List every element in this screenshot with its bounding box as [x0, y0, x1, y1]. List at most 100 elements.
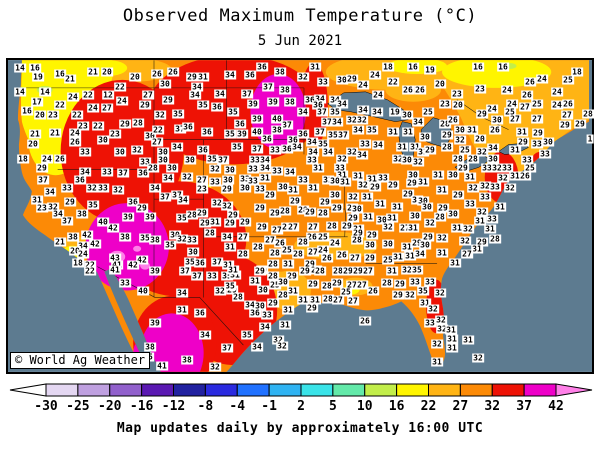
- station-temp-label: 29: [347, 213, 359, 223]
- station-temp-label: 29: [267, 298, 279, 308]
- station-temp-label: 28: [186, 210, 198, 220]
- station-temp-label: 33: [247, 176, 259, 186]
- station-temp-label: 35: [224, 281, 236, 291]
- station-temp-label: 43: [109, 253, 121, 263]
- station-temp-label: 27: [519, 102, 531, 112]
- station-temp-label: 30: [257, 285, 269, 295]
- station-temp-label: 29: [441, 130, 453, 140]
- station-temp-label: 16: [54, 69, 66, 79]
- station-temp-label: 31: [374, 199, 386, 209]
- colorbar-segment: [141, 383, 174, 397]
- station-temp-label: 28: [467, 154, 479, 164]
- station-temp-label: 30: [409, 211, 421, 221]
- station-temp-label: 31: [339, 177, 351, 187]
- station-temp-label: 40: [271, 114, 283, 124]
- station-temp-label: 33: [501, 163, 513, 173]
- station-temp-label: 22: [71, 110, 83, 120]
- station-temp-label: 24: [357, 80, 369, 90]
- station-temp-label: 36: [287, 135, 299, 145]
- station-temp-label: 32: [272, 335, 284, 345]
- station-temp-label: 23: [451, 89, 463, 99]
- temp-region-magenta-mexico: [140, 313, 204, 372]
- station-temp-label: 29: [162, 95, 174, 105]
- station-temp-label: 33: [486, 214, 498, 224]
- station-temp-label: 29: [221, 184, 233, 194]
- station-temp-label: 34: [224, 70, 236, 80]
- station-temp-label: 31: [282, 305, 294, 315]
- station-temp-label: 31: [404, 251, 416, 261]
- station-temp-label: 32: [357, 180, 369, 190]
- station-temp-label: 29: [452, 190, 464, 200]
- station-temp-label: 29: [346, 74, 358, 84]
- station-temp-label: 25: [382, 255, 394, 265]
- station-temp-label: 30: [447, 209, 459, 219]
- station-temp-label: 32: [209, 164, 221, 174]
- station-temp-label: 29: [239, 217, 251, 227]
- station-temp-label: 31: [336, 170, 348, 180]
- station-temp-label: 30: [239, 183, 251, 193]
- station-temp-label: 28: [281, 222, 293, 232]
- station-temp-label: 33: [297, 175, 309, 185]
- station-temp-label: 28: [351, 235, 363, 245]
- station-temp-label: 20: [129, 72, 141, 82]
- station-temp-label: 26: [69, 137, 81, 147]
- station-temp-label: 18: [382, 62, 394, 72]
- station-temp-label: 33: [306, 155, 318, 165]
- station-temp-label: 34: [221, 232, 233, 242]
- station-temp-label: 33: [521, 155, 533, 165]
- station-temp-label: 28: [252, 242, 264, 252]
- station-temp-label: 37: [171, 190, 183, 200]
- station-temp-label: 35: [164, 240, 176, 250]
- station-temp-label: 31: [309, 295, 321, 305]
- station-temp-label: 32: [476, 147, 488, 157]
- station-temp-label: 30: [254, 301, 266, 311]
- station-temp-label: 31: [471, 244, 483, 254]
- station-temp-label: 33: [539, 149, 551, 159]
- station-temp-label: 25: [562, 75, 574, 85]
- station-temp-label: 28: [441, 142, 453, 152]
- station-temp-label: 33: [209, 177, 221, 187]
- station-temp-label: 30: [419, 132, 431, 142]
- station-temp-label: 32: [431, 339, 443, 349]
- colorbar-tick-label: 42: [548, 399, 564, 414]
- station-temp-label: 38: [144, 342, 156, 352]
- colorbar-tick-label: -1: [261, 399, 277, 414]
- colorbar-right-arrow: [555, 383, 593, 397]
- station-temp-label: 14: [14, 87, 26, 97]
- station-temp-label: 1: [586, 134, 594, 144]
- station-temp-label: 42: [136, 255, 148, 265]
- station-temp-label: 24: [551, 87, 563, 97]
- station-temp-label: 26: [336, 250, 348, 260]
- station-temp-label: 26: [447, 115, 459, 125]
- station-temp-label: 21: [87, 67, 99, 77]
- station-temp-label: 36: [312, 100, 324, 110]
- station-temp-label: 29: [364, 253, 376, 263]
- station-temp-label: 35: [411, 265, 423, 275]
- station-temp-label: 30: [144, 131, 156, 141]
- station-temp-label: 28: [267, 271, 279, 281]
- station-temp-label: 29: [366, 230, 378, 240]
- station-temp-label: 40: [137, 286, 149, 296]
- colorbar-tick-label: 32: [484, 399, 500, 414]
- station-temp-label: 30: [401, 155, 413, 165]
- station-temp-label: 34: [251, 342, 263, 352]
- station-temp-label: 31: [259, 173, 271, 183]
- station-temp-label: 31: [401, 242, 413, 252]
- station-temp-label: 34: [357, 105, 369, 115]
- station-temp-label: 34: [372, 140, 384, 150]
- station-temp-label: 39: [149, 266, 161, 276]
- station-temp-label: 31: [386, 266, 398, 276]
- station-temp-label: 22: [387, 77, 399, 87]
- colorbar-tick-label: -8: [198, 399, 214, 414]
- station-temp-label: 31: [366, 174, 378, 184]
- station-temp-label: 20: [474, 134, 486, 144]
- station-temp-label: 27: [561, 110, 573, 120]
- station-temp-label: 30: [277, 277, 289, 287]
- colorbar-segment: [45, 383, 79, 397]
- station-temp-label: 28: [277, 290, 289, 300]
- station-temp-label: 30: [407, 170, 419, 180]
- station-temp-label: 23: [196, 184, 208, 194]
- station-temp-label: 34: [259, 322, 271, 332]
- station-temp-label: 32: [346, 147, 358, 157]
- station-temp-label: 34: [191, 82, 203, 92]
